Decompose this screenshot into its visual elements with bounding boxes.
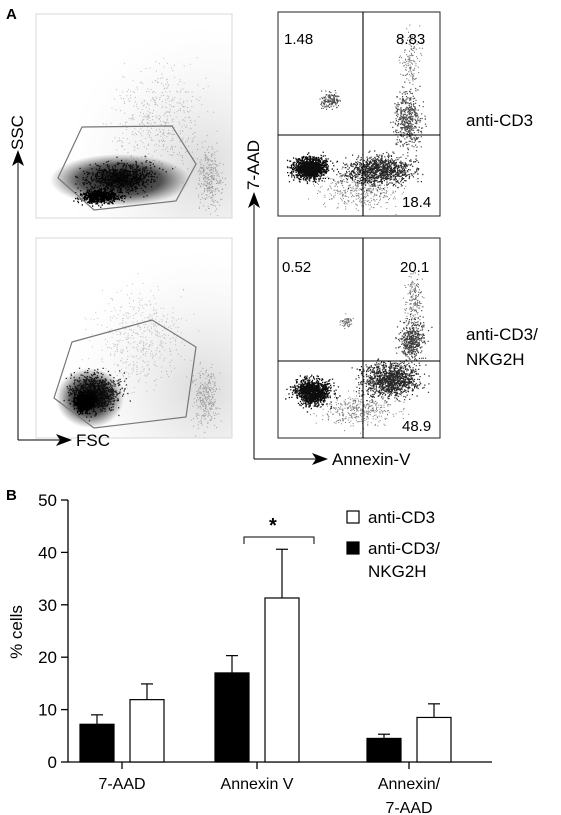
bar-anti-cd3 [264,597,300,763]
significance-bracket: * [243,515,315,544]
category-labels: 7-AAD Annexin V Annexin/7-AAD [98,762,441,815]
condition-label-anti-cd3-nkg2h-line1: anti-CD3/ [466,325,538,344]
legend-swatch-anti-cd3-nkg2h [346,541,360,555]
event-dots [390,81,427,160]
legend: anti-CD3 anti-CD3/ NKG2H [346,508,440,581]
fsc-ssc-plot-bottom [35,237,233,439]
bracket-line [243,536,315,544]
y-tick-label: 50 [38,491,57,510]
quadrant-upper-left-value: 0.52 [282,259,311,276]
annexin-events-top [286,24,427,215]
y-tick-label: 30 [38,596,57,615]
annexin-axis-label: Annexin-V [332,450,411,469]
event-dots [285,374,341,413]
legend-label-anti-cd3: anti-CD3 [368,508,435,527]
event-dots [286,151,339,185]
bars [79,597,452,763]
quadrant-upper-left-value: 1.48 [284,31,313,48]
panel-b: B % cells 0 10 20 30 40 50 7-AAD Annexin V Anne… [6,487,492,815]
fsc-ssc-events-top [50,57,227,217]
category-label: Annexin V [221,776,294,793]
legend-label-anti-cd3-nkg2h-line2: NKG2H [368,562,427,581]
event-dots [339,313,354,329]
panel-a: A SSC FSC 1.48 8.83 18.4 [6,6,538,469]
y-tick-label: 10 [38,701,57,720]
condition-label-anti-cd3: anti-CD3 [466,111,533,130]
bar-anti-cd3-nkg2h [79,723,115,763]
annexin-arrow-icon [312,453,328,465]
significance-star: * [269,515,277,537]
bar-anti-cd3-nkg2h [214,672,250,763]
event-dots [395,310,433,369]
event-dots [68,389,103,416]
quadrant-upper-right-value: 8.83 [396,31,425,48]
gate-polygon-bottom [53,319,197,429]
event-dots [73,186,126,208]
event-dots [190,361,222,438]
quadrant-lower-right-value: 18.4 [402,194,431,211]
bar-anti-cd3 [129,699,165,763]
fsc-arrow-icon [56,434,72,446]
category-label: 7-AAD [385,800,432,815]
panel-b-letter: B [6,487,17,504]
y-tick-label: 20 [38,648,57,667]
annexin-frame-bottom [277,237,441,439]
annexin-plot-bottom: 0.52 20.1 48.9 [277,237,441,439]
annexin-plot-top: 1.48 8.83 18.4 [277,11,441,217]
event-dots [102,57,218,191]
y-tick-label: 0 [48,753,57,772]
event-dots [308,168,407,215]
y-axis-label: % cells [7,605,26,659]
ssc-arrow-icon [12,150,24,166]
event-dots [333,150,424,194]
event-dots [58,367,132,422]
event-dots [398,24,423,89]
event-dots [402,271,425,344]
event-dots [319,90,341,110]
category-label: 7-AAD [98,776,145,793]
panel-a-letter: A [6,6,17,23]
ssc-axis-label: SSC [8,115,27,150]
fsc-ssc-plot-top [35,13,233,219]
fsc-ssc-events-bottom [56,273,222,438]
event-dots [310,390,410,434]
category-label: Annexin/ [378,776,441,793]
annexin-frame-top [277,11,441,217]
gate-polygon-top [57,125,197,211]
legend-label-anti-cd3-nkg2h-line1: anti-CD3/ [368,539,440,558]
y-tick-label: 40 [38,543,57,562]
quadrant-upper-right-value: 20.1 [400,259,429,276]
y-ticks: 0 10 20 30 40 50 [38,491,68,772]
condition-label-anti-cd3-nkg2h-line2: NKG2H [466,350,525,369]
event-dots [195,135,227,217]
quadrant-lower-right-value: 48.9 [402,418,431,435]
bar-anti-cd3 [416,716,452,763]
event-dots [75,155,174,201]
legend-swatch-anti-cd3 [346,510,360,524]
7aad-arrow-icon [248,192,260,208]
fsc-axis-label: FSC [76,431,110,450]
bar-anti-cd3-nkg2h [366,737,402,763]
error-bars [91,548,440,739]
7aad-axis-label: 7-AAD [244,140,263,190]
event-dots [351,358,430,403]
annexin-events-bottom [285,271,433,434]
